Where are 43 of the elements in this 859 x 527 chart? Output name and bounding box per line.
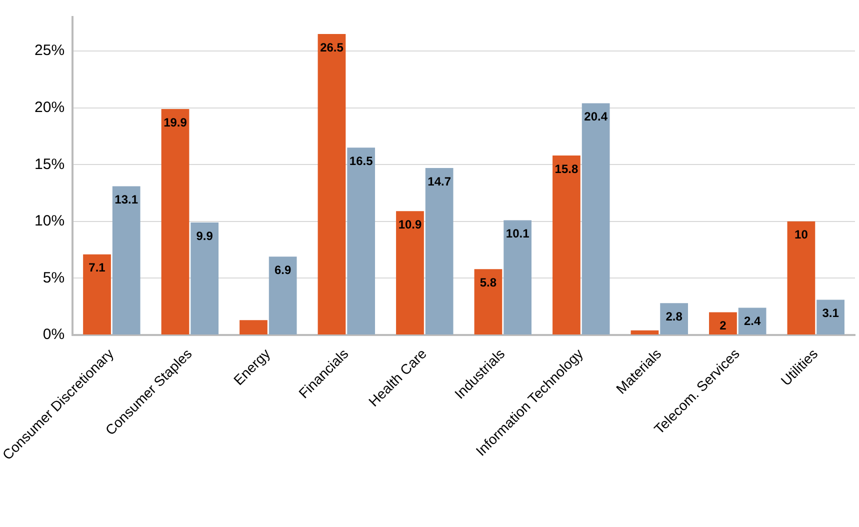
bar — [582, 103, 610, 334]
y-tick-label: 5% — [42, 269, 65, 286]
data-label: 10.9 — [398, 217, 422, 232]
data-label: 10 — [794, 228, 808, 242]
data-label: 2 — [720, 318, 727, 333]
data-label: 15.8 — [554, 162, 578, 176]
data-label: 2.4 — [744, 314, 761, 328]
bar — [504, 220, 532, 334]
data-label: 26.5 — [320, 40, 344, 54]
data-label: 20.4 — [584, 110, 608, 124]
y-tick-label: 10% — [34, 212, 65, 230]
data-label: 16.5 — [349, 154, 374, 168]
bar — [347, 148, 376, 334]
bar — [83, 254, 111, 334]
bar — [268, 256, 297, 334]
data-label: 13.1 — [114, 192, 138, 207]
bar — [318, 34, 346, 334]
bar — [787, 221, 816, 334]
data-label: 5.8 — [480, 275, 497, 290]
bar — [161, 108, 190, 334]
bar — [396, 211, 424, 334]
data-label: 2.8 — [666, 309, 683, 324]
bar — [816, 300, 844, 334]
data-label: 6.9 — [274, 262, 292, 277]
bar — [474, 269, 502, 334]
data-label: 14.7 — [428, 174, 452, 188]
bar — [552, 156, 580, 334]
data-label: 3.1 — [822, 306, 840, 320]
y-tick-label: 25% — [34, 42, 65, 60]
data-label: 7.1 — [88, 260, 106, 275]
data-label: 9.9 — [196, 228, 214, 243]
bar — [190, 222, 219, 334]
data-label: 19.9 — [164, 115, 188, 130]
bar — [709, 312, 737, 334]
bar — [425, 168, 454, 334]
y-tick-label: 20% — [34, 98, 65, 116]
y-tick-label: 15% — [34, 156, 65, 173]
bar — [112, 186, 140, 334]
y-tick-label: 0% — [42, 326, 65, 344]
bar — [240, 320, 268, 334]
bar — [630, 330, 659, 334]
bar — [660, 303, 688, 334]
data-label: 10.1 — [506, 226, 530, 241]
